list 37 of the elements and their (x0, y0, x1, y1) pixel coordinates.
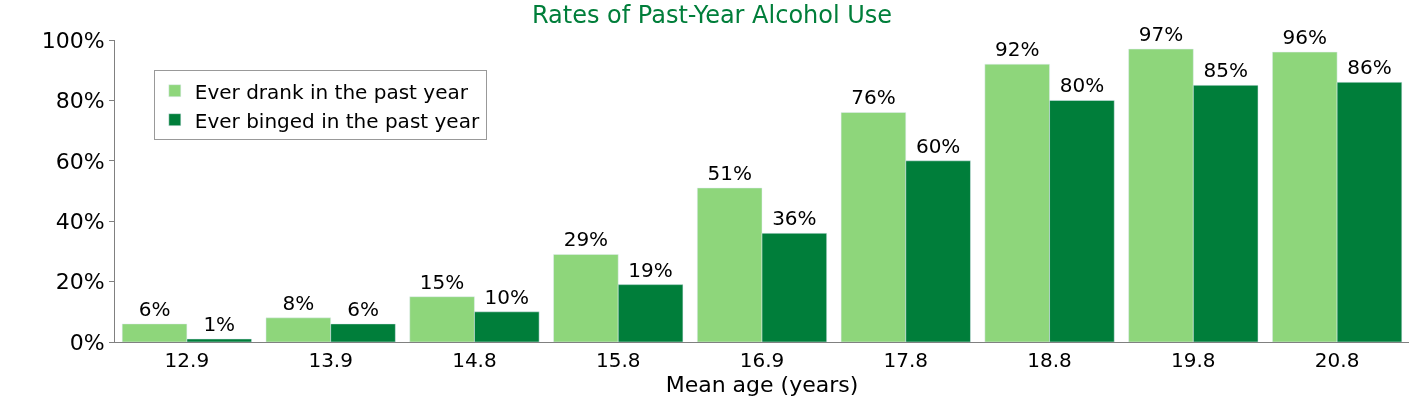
x-tick-label: 15.8 (595, 348, 641, 372)
x-tick-label: 19.8 (1171, 348, 1216, 372)
data-label: 97% (1138, 22, 1184, 47)
data-label: 19% (628, 257, 673, 282)
data-label: 6% (347, 296, 379, 321)
data-label: 51% (707, 160, 752, 185)
y-tick-label: 60% (55, 148, 105, 174)
y-tick-label: 40% (55, 208, 105, 234)
x-tick-label: 17.8 (883, 348, 929, 372)
data-label: 92% (994, 37, 1040, 62)
x-tick-label: 20.8 (1314, 348, 1360, 372)
x-tick-label: 12.9 (164, 348, 210, 372)
data-label: 96% (1282, 25, 1327, 50)
data-label: 80% (1059, 73, 1105, 98)
chart-title: Rates of Past-Year Alcohol Use (531, 1, 893, 30)
data-label: 86% (1347, 55, 1392, 80)
data-label: 1% (203, 311, 236, 336)
y-tick-label: 100% (41, 27, 105, 53)
data-label: 76% (851, 85, 896, 110)
data-label: 10% (484, 284, 530, 309)
y-tick-label: 80% (55, 88, 105, 114)
data-label: 29% (563, 227, 609, 252)
x-tick-label: 14.8 (452, 348, 497, 372)
data-label: 85% (1203, 58, 1248, 83)
legend-label: Ever drank in the past year (194, 79, 469, 104)
data-label: 6% (138, 296, 171, 321)
data-label: 8% (282, 290, 315, 315)
data-label: 36% (772, 206, 817, 231)
y-tick-label: 0% (69, 329, 105, 355)
legend-label: Ever binged in the past year (194, 108, 480, 133)
x-tick-label: 18.8 (1027, 348, 1072, 372)
x-tick-label: 16.9 (739, 348, 785, 372)
y-tick-label: 20% (55, 269, 105, 295)
x-tick-label: 13.9 (308, 348, 353, 372)
x-axis-title: Mean age (years) (665, 372, 859, 397)
data-label: 60% (915, 133, 961, 158)
data-label: 15% (419, 269, 465, 294)
